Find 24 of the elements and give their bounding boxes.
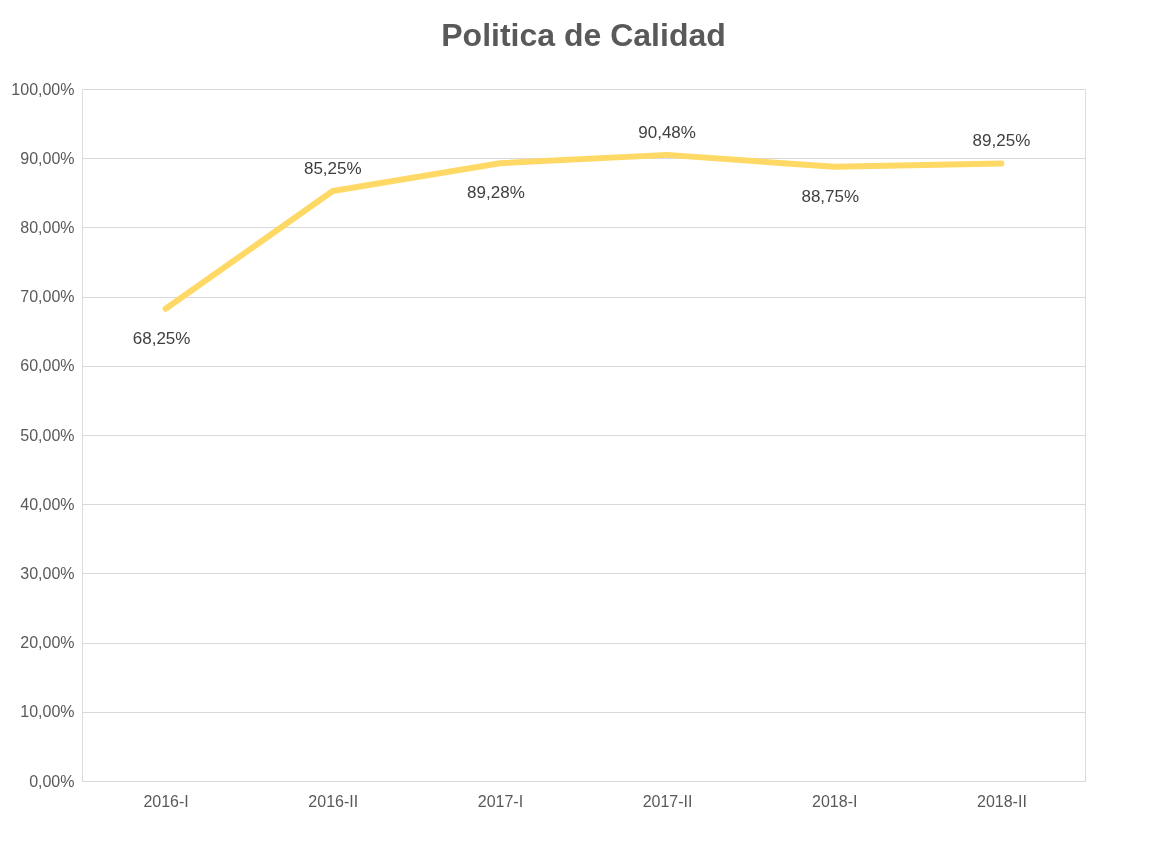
data-label: 88,75% (801, 186, 860, 206)
y-tick-label: 20,00% (20, 634, 75, 652)
chart-title: Politica de Calidad (441, 17, 726, 53)
x-tick-label: 2017-II (642, 792, 693, 810)
data-label: 89,25% (972, 131, 1031, 151)
y-tick-label: 10,00% (20, 703, 75, 721)
y-tick-label: 60,00% (20, 357, 75, 375)
y-tick-label: 40,00% (20, 495, 75, 513)
x-tick-label: 2016-I (143, 792, 189, 810)
data-label: 89,28% (467, 183, 525, 203)
y-tick-label: 90,00% (20, 149, 75, 167)
y-tick-label: 50,00% (20, 426, 75, 444)
x-tick-label: 2018-II (977, 792, 1027, 810)
y-tick-label: 80,00% (20, 218, 75, 236)
x-tick-label: 2017-I (477, 792, 524, 810)
y-tick-label: 0,00% (29, 772, 75, 790)
x-tick-label: 2016-II (308, 792, 359, 810)
y-tick-label: 100,00% (11, 80, 75, 98)
data-label: 85,25% (303, 159, 362, 179)
data-label: 90,48% (638, 122, 696, 142)
y-tick-label: 70,00% (20, 288, 75, 306)
data-label: 68,25% (132, 328, 191, 348)
x-tick-label: 2018-I (812, 792, 858, 810)
y-tick-label: 30,00% (20, 564, 75, 582)
